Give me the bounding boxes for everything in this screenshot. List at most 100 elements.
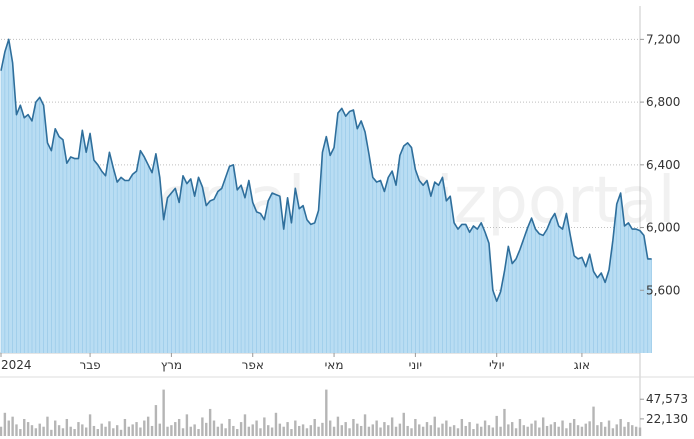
volume-bar: [480, 426, 483, 436]
volume-bar: [150, 425, 154, 436]
volume-bar: [557, 426, 560, 436]
volume-bar: [290, 429, 293, 436]
volume-bar: [77, 422, 80, 436]
volume-bar: [371, 424, 374, 436]
y-tick-label: 7,200: [646, 32, 680, 46]
volume-bar: [298, 425, 301, 436]
volume-bar: [232, 425, 235, 436]
volume-bar: [282, 426, 285, 436]
volume-bar: [379, 427, 382, 436]
volume-bar: [592, 406, 595, 436]
volume-bar: [418, 424, 421, 436]
volume-bar: [7, 420, 10, 436]
volume-bar: [38, 423, 41, 436]
volume-bar: [15, 424, 18, 436]
volume-bar: [588, 421, 591, 436]
volume-bar: [538, 427, 541, 436]
volume-bar: [189, 426, 192, 436]
volume-bar: [452, 425, 456, 436]
volume-bar: [414, 418, 417, 436]
volume-bar: [177, 418, 181, 436]
volume-bar: [433, 416, 436, 436]
volume-bar: [472, 429, 475, 436]
volume-bar: [174, 422, 177, 436]
volume-bar: [495, 415, 498, 436]
volume-bar: [19, 429, 22, 436]
volume-bar: [565, 428, 568, 436]
volume-bar: [255, 420, 258, 436]
volume-bar: [437, 427, 440, 436]
volume-bar: [340, 425, 343, 436]
volume-bar: [170, 425, 173, 436]
volume-bar: [511, 422, 514, 436]
volume-bar: [201, 417, 204, 436]
volume-bar: [514, 428, 518, 436]
volume-bar: [421, 426, 425, 436]
volume-bar: [491, 427, 495, 436]
volume-bar: [611, 428, 615, 436]
volume-bar: [460, 418, 464, 436]
volume-bar: [294, 420, 297, 436]
volume-bar: [503, 408, 506, 436]
volume-bar: [603, 426, 607, 436]
volume-bar: [627, 422, 630, 436]
volume-bar: [228, 418, 231, 436]
volume-bar: [526, 426, 529, 436]
volume-bar: [600, 422, 603, 436]
x-tick-label: 2024: [1, 358, 32, 372]
volume-bar: [623, 426, 626, 436]
volume-bar: [631, 425, 634, 436]
volume-bar: [119, 429, 123, 436]
volume-bar: [375, 420, 378, 436]
y-tick-label: 6,000: [646, 221, 680, 235]
volume-bar: [263, 417, 266, 436]
volume-bar: [406, 425, 409, 436]
volume-bar: [534, 420, 537, 436]
volume-bar: [220, 423, 223, 436]
volume-bar: [193, 424, 196, 436]
volume-bar: [270, 427, 274, 436]
volume-bar: [476, 423, 479, 436]
price-line: [0, 38, 652, 303]
volume-bar: [615, 424, 618, 436]
volume-tick-label: 47,573: [646, 392, 688, 406]
volume-bar: [576, 425, 580, 436]
volume-bar: [54, 420, 57, 436]
volume-bar: [85, 427, 88, 436]
volume-bar: [112, 428, 115, 436]
volume-bar: [487, 425, 491, 436]
volume-bar: [57, 425, 61, 436]
volume-bar: [410, 428, 413, 436]
volume-bar: [123, 418, 127, 436]
volume-bar: [50, 429, 53, 436]
volume-bar: [309, 425, 313, 436]
volume-bar: [356, 423, 359, 436]
x-tick-label: פבר: [79, 358, 100, 372]
volume-bar: [561, 420, 564, 436]
volume-bar: [267, 425, 270, 436]
volume-bar: [402, 412, 405, 436]
volume-bar: [313, 418, 316, 436]
volume-bar: [638, 427, 642, 436]
volume-bar: [383, 422, 386, 436]
volume-bar: [549, 424, 553, 436]
volume-bar: [73, 429, 76, 436]
volume-bar: [336, 416, 340, 436]
volume-bar: [449, 426, 452, 436]
volume-bar: [499, 426, 502, 436]
volume-bar: [115, 425, 119, 436]
volume-bar: [251, 424, 254, 436]
x-tick-label: מרץ: [161, 358, 182, 372]
volume-bar: [464, 425, 467, 436]
volume-bar: [162, 389, 165, 436]
volume-bar: [328, 420, 332, 436]
volume-bar: [42, 426, 45, 436]
volume-bar: [100, 423, 103, 436]
volume-bar: [530, 423, 533, 436]
volume-bar: [239, 422, 243, 436]
volume-bar: [607, 420, 611, 436]
volume-bar: [139, 427, 142, 436]
volume-bar: [359, 425, 363, 436]
volume-bar: [572, 418, 576, 436]
